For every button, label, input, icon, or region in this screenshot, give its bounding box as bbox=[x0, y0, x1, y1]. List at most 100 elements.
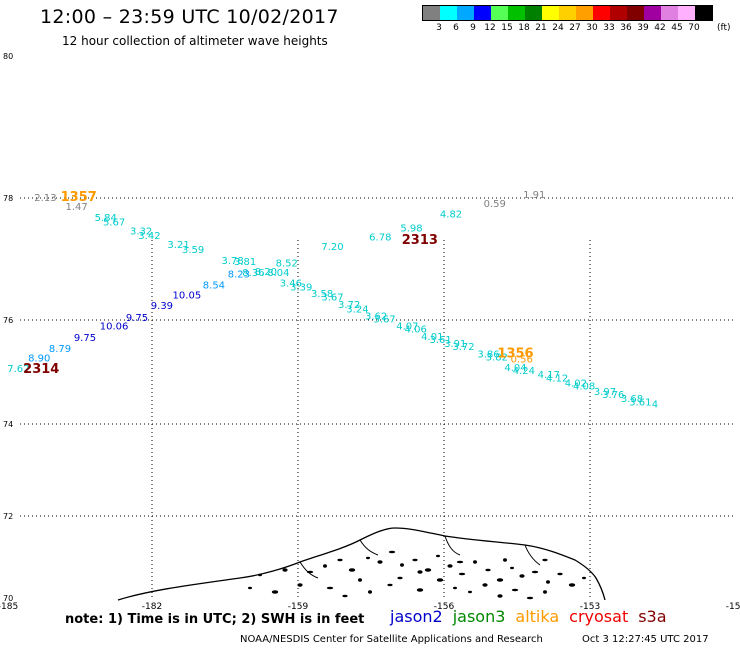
wave-height-label: 3.39 bbox=[290, 283, 312, 294]
lake-mark bbox=[297, 583, 303, 587]
wave-height-label: 3.78 bbox=[222, 256, 244, 267]
lake-mark bbox=[342, 594, 348, 598]
color-swatch bbox=[491, 6, 508, 20]
wave-height-label: 5.84 bbox=[95, 213, 117, 224]
lake-mark bbox=[412, 558, 418, 562]
lake-mark bbox=[482, 583, 488, 587]
generated-timestamp: Oct 3 12:27:45 UTC 2017 bbox=[582, 634, 709, 645]
wave-height-label: 3.59 bbox=[182, 245, 204, 256]
lake-mark bbox=[416, 588, 424, 592]
wave-height-label: 3.42 bbox=[138, 231, 160, 242]
wave-height-label: 0.56 bbox=[511, 355, 533, 366]
satellite-label-cryosat: cryosat bbox=[569, 607, 629, 626]
pass-time-label: 1356 bbox=[497, 346, 533, 361]
satellite-label-jason3: jason3 bbox=[452, 607, 506, 626]
wave-height-label: 4.82 bbox=[440, 210, 462, 221]
color-swatch bbox=[525, 6, 542, 20]
lake-mark bbox=[557, 572, 563, 576]
wave-height-label: 8.52 bbox=[276, 258, 298, 269]
wave-height-label: 9.75 bbox=[74, 333, 96, 344]
color-swatch bbox=[627, 6, 644, 20]
lake-mark bbox=[496, 578, 504, 582]
lake-mark bbox=[306, 570, 314, 574]
color-swatch bbox=[508, 6, 525, 20]
wave-height-label: 4.06 bbox=[405, 324, 427, 335]
wave-height-label: 1.91 bbox=[523, 190, 545, 201]
lake-mark bbox=[366, 556, 370, 560]
credit-text: NOAA/NESDIS Center for Satellite Applica… bbox=[240, 634, 543, 645]
color-swatch bbox=[423, 6, 440, 20]
pass-time-label: 2313 bbox=[402, 233, 438, 248]
lake-mark bbox=[456, 560, 464, 564]
wave-height-label: 3.61 bbox=[430, 335, 452, 346]
lake-mark bbox=[397, 576, 403, 580]
lake-mark bbox=[526, 596, 534, 600]
color-swatch bbox=[474, 6, 491, 20]
wave-height-label: 4 bbox=[652, 399, 658, 410]
wave-height-label: 3.58 bbox=[311, 289, 333, 300]
lon-label: -159 bbox=[288, 602, 309, 612]
lake-mark bbox=[568, 583, 576, 587]
coastline bbox=[117, 527, 606, 601]
color-scale-label: 6 bbox=[453, 23, 459, 33]
wave-height-label: 3.72 bbox=[338, 300, 360, 311]
lake-mark bbox=[542, 558, 548, 562]
color-swatch bbox=[542, 6, 559, 20]
color-scale-label: 24 bbox=[552, 23, 564, 33]
satellite-label-jason2: jason2 bbox=[390, 607, 443, 626]
map-subtitle: 12 hour collection of altimeter wave hei… bbox=[62, 34, 328, 48]
wave-height-label: 8.54 bbox=[203, 280, 225, 291]
wave-height-label: 8.90 bbox=[28, 354, 50, 365]
color-swatch bbox=[661, 6, 678, 20]
footer-note: note: 1) Time is in UTC; 2) SWH is in fe… bbox=[65, 612, 365, 627]
wave-height-label: 3.68 bbox=[621, 394, 643, 405]
wave-height-label: 10.06 bbox=[100, 321, 129, 332]
wave-height-label: 3.81 bbox=[234, 257, 256, 268]
wave-height-label: 8.36 bbox=[242, 268, 264, 279]
color-scale-label: 12 bbox=[484, 23, 496, 33]
wave-height-label: 9.39 bbox=[151, 301, 173, 312]
wave-height-label: 3.46 bbox=[280, 278, 302, 289]
wave-height-label: 7.62 bbox=[7, 364, 29, 375]
lake-mark bbox=[511, 588, 519, 592]
lake-mark bbox=[348, 568, 356, 572]
satellite-label-altika: altika bbox=[515, 607, 560, 626]
wave-height-label: 5.67 bbox=[103, 217, 125, 228]
wave-height-label: 0.59 bbox=[484, 199, 506, 210]
wave-height-label: 8.04 bbox=[267, 268, 289, 279]
lat-label: 76 bbox=[3, 316, 13, 325]
wave-height-label: 1.47 bbox=[66, 202, 88, 213]
color-swatch bbox=[644, 6, 661, 20]
wave-height-label: 3.21 bbox=[167, 240, 189, 251]
wave-height-label: 3.72 bbox=[452, 342, 474, 353]
lon-label: -156 bbox=[434, 602, 455, 612]
wave-height-label: 4.24 bbox=[513, 366, 535, 377]
color-scale-unit: (ft) bbox=[717, 23, 731, 33]
lake-mark bbox=[473, 560, 477, 564]
wave-height-label: 3.67 bbox=[373, 315, 395, 326]
pass-time-label: 2314 bbox=[23, 362, 59, 377]
lake-mark bbox=[468, 590, 472, 594]
pass-time-label: 1357 bbox=[61, 190, 97, 205]
lake-mark bbox=[282, 568, 288, 572]
lake-mark bbox=[424, 568, 432, 572]
wave-height-label: 8.23 bbox=[228, 269, 250, 280]
lake-mark bbox=[377, 560, 383, 564]
color-swatch bbox=[457, 6, 474, 20]
wave-height-label: 3.32 bbox=[130, 227, 152, 238]
color-scale-label: 9 bbox=[470, 23, 476, 33]
lat-label: 70 bbox=[3, 594, 13, 603]
wave-height-label: 10.05 bbox=[173, 291, 202, 302]
color-scale-label: 36 bbox=[620, 23, 632, 33]
lon-label: -185 bbox=[0, 602, 18, 612]
lat-label: 78 bbox=[3, 194, 13, 203]
color-scale-label: 21 bbox=[535, 23, 547, 33]
wave-height-label: 4.07 bbox=[396, 321, 418, 332]
lon-label: -153 bbox=[580, 602, 600, 612]
color-scale-label: 18 bbox=[518, 23, 530, 33]
satellite-legend: jason2 jason3 altika cryosat s3a bbox=[390, 607, 677, 626]
lake-mark bbox=[519, 574, 525, 578]
lake-mark bbox=[417, 570, 423, 574]
wave-height-label: 3.62 bbox=[365, 311, 387, 322]
color-swatch bbox=[678, 6, 695, 20]
